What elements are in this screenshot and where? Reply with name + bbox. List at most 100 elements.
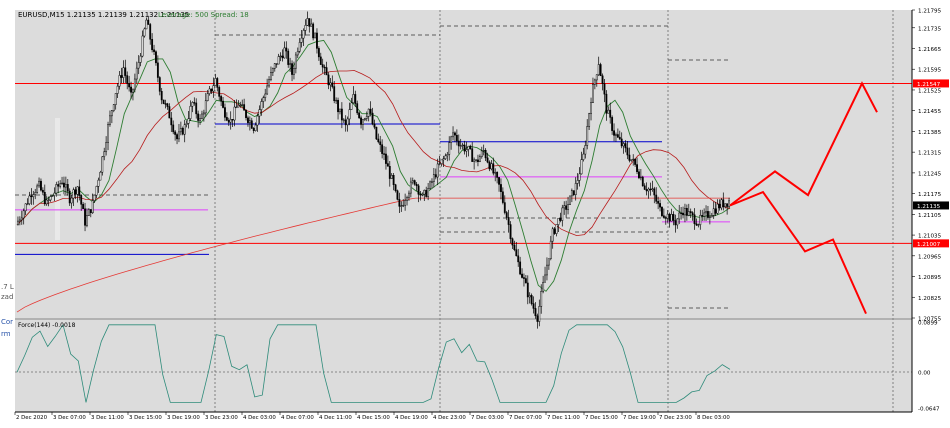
candle-body-246	[488, 161, 491, 170]
price-box-label-support: 1.21007	[917, 242, 941, 248]
candle-body-96	[201, 113, 203, 119]
candle-body-66	[143, 28, 146, 37]
candle-body-1	[18, 219, 21, 222]
candle-body-236	[469, 145, 472, 149]
candle-body-144	[293, 67, 295, 75]
candle-body-159	[321, 64, 324, 68]
candle-body-35	[84, 208, 86, 226]
candle-body-97	[202, 112, 205, 115]
candle-body-99	[206, 93, 209, 101]
candle-body-229	[455, 134, 458, 142]
candle-body-81	[172, 124, 175, 133]
candle-body-56	[124, 67, 127, 76]
left-fragment-5: rm	[1, 330, 11, 338]
candle-body-308	[607, 109, 610, 114]
candle-body-252	[500, 184, 502, 193]
candle-body-23	[61, 182, 63, 185]
candle-body-45	[103, 151, 106, 158]
candle-body-336	[661, 206, 663, 217]
candle-body-275	[544, 274, 546, 283]
candle-body-152	[308, 18, 311, 27]
candle-body-264	[523, 277, 525, 279]
candle-body-142	[289, 63, 292, 65]
time-tick-label-4: 3 Dec 19:00	[167, 415, 200, 421]
candle-body-147	[298, 42, 301, 52]
candle-body-172	[346, 118, 349, 126]
candle-body-190	[381, 144, 384, 154]
candlestick-series	[17, 11, 730, 329]
price-tick-label-6: 1.21385	[918, 130, 942, 136]
candle-body-87	[183, 124, 186, 135]
candle-body-102	[212, 85, 215, 92]
candle-body-213	[425, 189, 428, 197]
plot-area[interactable]	[15, 10, 912, 412]
candle-body-38	[89, 209, 92, 214]
candle-body-156	[316, 32, 318, 49]
projection-lines[interactable]	[729, 81, 878, 315]
price-box-resistance	[913, 79, 949, 88]
candle-body-150	[304, 25, 307, 31]
candle-body-341	[670, 214, 673, 222]
candle-body-118	[243, 104, 246, 111]
candle-body-143	[291, 63, 293, 75]
candle-body-91	[191, 102, 194, 107]
candle-body-63	[137, 62, 140, 69]
candle-body-205	[409, 181, 412, 194]
candle-body-131	[268, 79, 270, 87]
candle-body-24	[63, 182, 65, 188]
projection-up-line	[729, 81, 878, 207]
candle-body-291	[574, 183, 577, 196]
candle-body-141	[287, 50, 290, 65]
candle-body-258	[511, 238, 514, 246]
candle-body-371	[728, 200, 730, 207]
candle-body-206	[411, 180, 414, 183]
candle-body-204	[408, 192, 410, 198]
force-index-line	[16, 323, 731, 403]
candle-body-256	[507, 217, 510, 225]
candle-body-146	[296, 51, 299, 56]
candle-body-269	[532, 303, 535, 309]
indicator-title: Force(144) -0.0018	[18, 322, 76, 329]
force-index-pane	[15, 323, 912, 403]
candle-body-126	[258, 109, 261, 117]
candle-body-253	[501, 191, 504, 203]
candle-body-351	[689, 211, 692, 213]
force-tick-label-2: -0.0647	[918, 407, 940, 413]
candle-body-125	[256, 115, 259, 126]
candle-body-294	[580, 159, 583, 175]
candle-body-237	[471, 148, 474, 162]
candle-body-245	[486, 157, 489, 163]
candle-body-10	[36, 185, 39, 193]
candle-body-17	[49, 196, 52, 201]
candle-body-121	[248, 120, 251, 123]
candle-body-28	[70, 197, 73, 204]
candle-body-312	[615, 134, 617, 136]
candle-body-280	[553, 228, 556, 234]
candle-body-64	[139, 55, 142, 63]
candle-body-21	[57, 184, 60, 187]
candle-body-27	[68, 190, 71, 204]
candle-body-174	[350, 102, 353, 110]
candle-body-177	[356, 103, 359, 114]
candle-body-360	[707, 211, 709, 218]
candle-body-26	[66, 184, 69, 192]
price-box-label-resistance: 1.21547	[917, 82, 941, 88]
candle-body-138	[281, 55, 284, 59]
price-tick-label-0: 1.21795	[918, 9, 942, 15]
candle-body-195	[390, 175, 393, 179]
candle-body-69	[149, 24, 152, 40]
candle-body-215	[429, 181, 431, 189]
candle-body-40	[93, 194, 96, 201]
candle-body-107	[222, 100, 224, 108]
candle-body-211	[421, 193, 424, 196]
candle-body-292	[576, 180, 579, 184]
candle-body-240	[477, 159, 479, 162]
time-tick-label-8: 4 Dec 11:00	[319, 415, 352, 421]
candle-body-255	[505, 212, 508, 218]
candle-body-321	[632, 158, 635, 161]
candle-body-221	[440, 159, 443, 164]
candle-body-39	[91, 200, 94, 214]
candle-body-354	[695, 223, 698, 226]
